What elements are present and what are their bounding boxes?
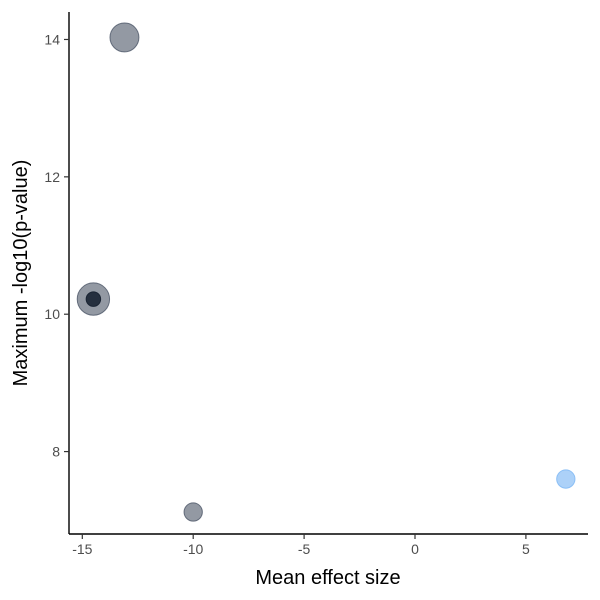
y-tick-label: 14 bbox=[44, 31, 60, 47]
x-tick-label: -5 bbox=[298, 541, 311, 557]
points-layer bbox=[76, 22, 576, 522]
data-point bbox=[109, 22, 140, 53]
y-tick-label: 10 bbox=[44, 306, 60, 322]
y-axis-ticks: 8 10 12 14 bbox=[44, 31, 69, 460]
x-tick-label: 5 bbox=[522, 541, 530, 557]
x-axis-title: Mean effect size bbox=[255, 567, 400, 589]
x-axis-ticks: -15 -10 -5 0 5 bbox=[72, 534, 530, 557]
y-axis-title: Maximum -log10(p-value) bbox=[10, 160, 32, 387]
x-tick-label: -15 bbox=[72, 541, 92, 557]
x-tick-label: -10 bbox=[183, 541, 203, 557]
data-point bbox=[183, 502, 203, 522]
y-tick-label: 12 bbox=[44, 169, 60, 185]
x-tick-label: 0 bbox=[411, 541, 419, 557]
data-point bbox=[556, 469, 576, 489]
data-point bbox=[85, 291, 102, 307]
y-tick-label: 8 bbox=[52, 444, 60, 460]
